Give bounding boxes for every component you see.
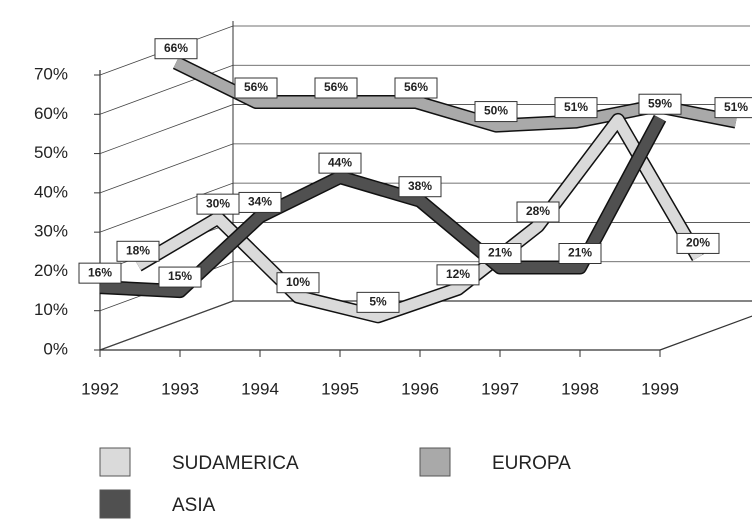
- value-label-box: [516, 201, 560, 223]
- value-label-box: [474, 101, 518, 123]
- value-label-box: [398, 176, 442, 198]
- value-label: 5%: [369, 295, 387, 309]
- value-label: 50%: [484, 104, 508, 118]
- y-tick-label: 50%: [34, 143, 68, 162]
- y-tick-label: 20%: [34, 261, 68, 280]
- value-label: 66%: [164, 41, 188, 55]
- value-label: 20%: [686, 236, 710, 250]
- y-tick-label: 60%: [34, 104, 68, 123]
- value-label: 21%: [488, 246, 512, 260]
- value-label: 51%: [564, 100, 588, 114]
- value-label-box: [158, 266, 202, 288]
- x-tick-label: 1998: [561, 379, 599, 398]
- value-label-box: [276, 272, 320, 294]
- value-label-box: [478, 243, 522, 264]
- value-label-box: [676, 232, 720, 254]
- legend-swatch: [99, 447, 131, 477]
- y-tick-label: 70%: [34, 64, 68, 83]
- value-label-box: [638, 93, 682, 115]
- value-label-box: [116, 240, 160, 262]
- series-line: [135, 114, 703, 322]
- value-label-box: [558, 243, 602, 264]
- floor: [99, 300, 752, 351]
- value-label: 44%: [328, 155, 352, 169]
- legend-label: ASIA: [172, 495, 216, 516]
- value-label: 56%: [324, 80, 348, 94]
- value-label: 21%: [568, 246, 592, 260]
- value-label: 18%: [126, 243, 150, 257]
- value-label-box: [394, 77, 438, 99]
- legend-label: SUDAMERICA: [172, 453, 299, 474]
- legend-label: EUROPA: [492, 453, 571, 474]
- x-tick-label: 1996: [401, 379, 439, 398]
- legend-swatch: [99, 489, 131, 519]
- y-tick-label: 40%: [34, 182, 68, 201]
- x-tick-label: 1995: [321, 379, 359, 398]
- value-label-box: [314, 77, 358, 99]
- value-label: 56%: [244, 80, 268, 94]
- x-tick-label: 1999: [641, 379, 679, 398]
- x-tick-label: 1994: [241, 379, 279, 398]
- value-label: 34%: [248, 195, 272, 209]
- value-label: 28%: [526, 204, 550, 218]
- value-label-box: [78, 262, 122, 284]
- grid-line: [99, 25, 750, 76]
- grid-line: [99, 143, 750, 194]
- grid-line: [99, 300, 750, 351]
- value-label: 51%: [724, 100, 748, 114]
- value-label-box: [238, 191, 282, 213]
- value-label: 56%: [404, 80, 428, 94]
- y-tick-label: 10%: [34, 300, 68, 319]
- value-label-box: [554, 97, 598, 119]
- value-label-box: [436, 264, 480, 286]
- value-label-box: [356, 291, 400, 313]
- value-label: 16%: [88, 265, 112, 279]
- value-label-box: [318, 152, 362, 174]
- x-tick-label: 1997: [481, 379, 519, 398]
- value-label: 59%: [648, 96, 672, 110]
- value-label-box: [154, 38, 198, 60]
- y-tick-label: 0%: [43, 339, 68, 358]
- value-label-box: [714, 97, 752, 119]
- grid-line: [99, 64, 750, 115]
- y-tick-label: 30%: [34, 222, 68, 241]
- value-label: 15%: [168, 269, 192, 283]
- value-label-box: [234, 77, 278, 99]
- value-label: 38%: [408, 179, 432, 193]
- x-tick-label: 1993: [161, 379, 199, 398]
- x-tick-label: 1992: [81, 379, 119, 398]
- value-label: 30%: [206, 196, 230, 210]
- legend-swatch: [419, 447, 451, 477]
- value-label: 12%: [446, 267, 470, 281]
- value-label: 10%: [286, 275, 310, 289]
